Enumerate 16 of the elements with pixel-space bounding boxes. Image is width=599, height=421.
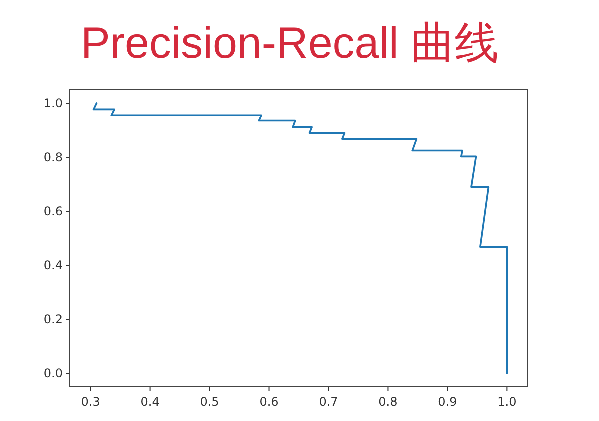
y-tick-label: 1.0: [44, 96, 63, 110]
y-tick-label: 0.0: [44, 366, 63, 380]
x-tick-label: 0.4: [140, 395, 160, 409]
x-tick-label: 0.6: [260, 395, 279, 409]
x-tick-label: 1.0: [498, 395, 517, 409]
y-tick-label: 0.8: [44, 150, 63, 164]
y-tick-label: 0.6: [44, 204, 63, 218]
chart-title: Precision-Recall 曲线: [80, 19, 500, 68]
x-tick-label: 0.3: [81, 395, 100, 409]
x-tick-label: 0.5: [200, 395, 220, 409]
x-tick-label: 0.8: [378, 395, 398, 409]
y-tick-label: 0.4: [44, 258, 63, 272]
x-tick-label: 0.9: [438, 395, 458, 409]
x-tick-label: 0.7: [319, 395, 338, 409]
y-tick-label: 0.2: [44, 312, 63, 326]
line-series: [92, 102, 508, 374]
